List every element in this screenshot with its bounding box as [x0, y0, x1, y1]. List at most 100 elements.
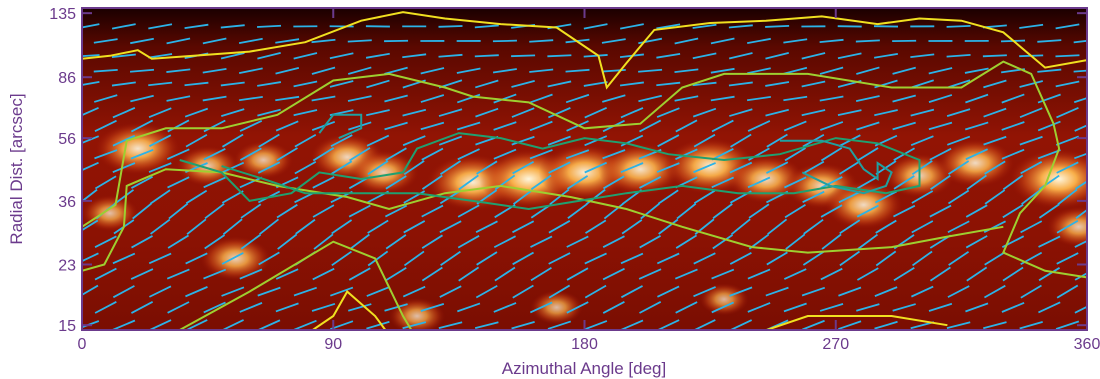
polarization-vector [674, 68, 699, 74]
polarization-vector [132, 202, 152, 220]
polarization-vector [185, 286, 208, 298]
polarization-vector [1073, 97, 1087, 104]
polarization-vector [529, 39, 554, 43]
polarization-vector [711, 176, 735, 189]
polarization-vector [421, 204, 444, 218]
polarization-vector [783, 120, 807, 132]
polarization-vector [438, 321, 463, 329]
polarization-vector [493, 93, 517, 104]
polarization-vector [294, 133, 317, 148]
polarization-vector [402, 321, 427, 330]
polarization-vector [239, 147, 262, 161]
polarization-vector [674, 268, 698, 280]
polarization-vector [983, 135, 1007, 146]
polarization-vector [1075, 180, 1087, 190]
polarization-vector [1073, 69, 1087, 73]
polarization-vector [747, 268, 771, 280]
polarization-vector [729, 108, 753, 117]
polarization-vector [567, 203, 588, 219]
polarization-vector [112, 285, 135, 299]
polarization-vector [982, 54, 1007, 58]
polarization-vector [1074, 240, 1087, 248]
polarization-vector [675, 148, 698, 160]
polarization-vector [1055, 135, 1080, 146]
polarization-vector [948, 160, 970, 175]
polarization-vector [403, 250, 425, 267]
polarization-vector [710, 67, 735, 74]
polarization-vector [293, 286, 317, 297]
polarization-vector [929, 204, 952, 218]
polarization-vector [94, 119, 117, 133]
polarization-vector [947, 189, 970, 205]
polarization-vector [330, 286, 354, 297]
polarization-vector [983, 79, 1007, 89]
polarization-vector [166, 37, 191, 45]
polarization-vector [313, 233, 334, 250]
polarization-vector [420, 302, 445, 312]
polarization-vector [747, 302, 771, 313]
polarization-vector [584, 320, 608, 330]
polarization-vector [729, 161, 753, 174]
polarization-vector [928, 121, 953, 131]
contour-line [82, 11, 1087, 90]
polarization-vector [929, 147, 952, 161]
polarization-vector [602, 267, 625, 281]
polarization-vector [619, 81, 644, 87]
polarization-vector [728, 24, 753, 29]
polarization-vector [1055, 80, 1080, 88]
emission-blob [936, 138, 1015, 187]
polarization-vector [1055, 54, 1080, 58]
polarization-vector [476, 251, 498, 266]
polarization-vector [293, 52, 318, 60]
polarization-vector [1021, 189, 1042, 205]
polarization-vector [529, 120, 553, 132]
polarization-vector [348, 267, 371, 281]
x-tick-label: 270 [822, 336, 849, 353]
polarization-vector [693, 162, 716, 174]
polarization-vector [276, 203, 298, 219]
polarization-vector [112, 134, 136, 147]
polarization-vector [421, 266, 443, 282]
polarization-vector [1019, 23, 1044, 29]
polarization-vector [293, 319, 317, 330]
polarization-vector [784, 147, 806, 162]
polarization-vector [239, 268, 263, 280]
polarization-vector [766, 251, 788, 266]
polarization-vector [856, 267, 879, 281]
emission-blob [530, 290, 583, 325]
polarization-vector [1002, 204, 1024, 219]
polarization-vector [1037, 39, 1062, 43]
polarization-vector [874, 190, 898, 204]
polarization-vector [94, 267, 117, 281]
polarization-vector [184, 23, 209, 29]
polarization-vector [874, 320, 898, 330]
polarization-vector [693, 319, 716, 330]
polarization-vector [856, 303, 880, 312]
polarization-vector [457, 148, 480, 161]
polarization-vector [148, 23, 173, 30]
polarization-vector [312, 267, 335, 281]
polarization-vector [530, 235, 553, 248]
polarization-vector [202, 95, 227, 102]
polarization-vector [639, 119, 662, 133]
polarization-vector [185, 133, 208, 148]
polarization-vector [747, 120, 771, 132]
x-axis: 0 90 180 270 360 [78, 8, 1100, 353]
polarization-vector [839, 219, 861, 235]
polarization-vector [692, 52, 717, 60]
polarization-vector [82, 23, 100, 29]
polarization-vector [168, 202, 189, 220]
polarization-vector [1019, 107, 1043, 118]
polarization-vector [530, 266, 552, 282]
polarization-vector [783, 95, 808, 102]
polarization-vector [530, 174, 552, 191]
x-tick-label: 90 [324, 336, 342, 353]
polarization-vector [547, 80, 572, 88]
polarization-vector [711, 301, 734, 314]
polarization-vector [765, 52, 789, 60]
polarization-vector [457, 204, 480, 218]
polarization-vector [819, 66, 844, 75]
emission-blob [95, 122, 181, 175]
polarization-vector [602, 149, 626, 160]
polarization-vector [656, 252, 680, 265]
